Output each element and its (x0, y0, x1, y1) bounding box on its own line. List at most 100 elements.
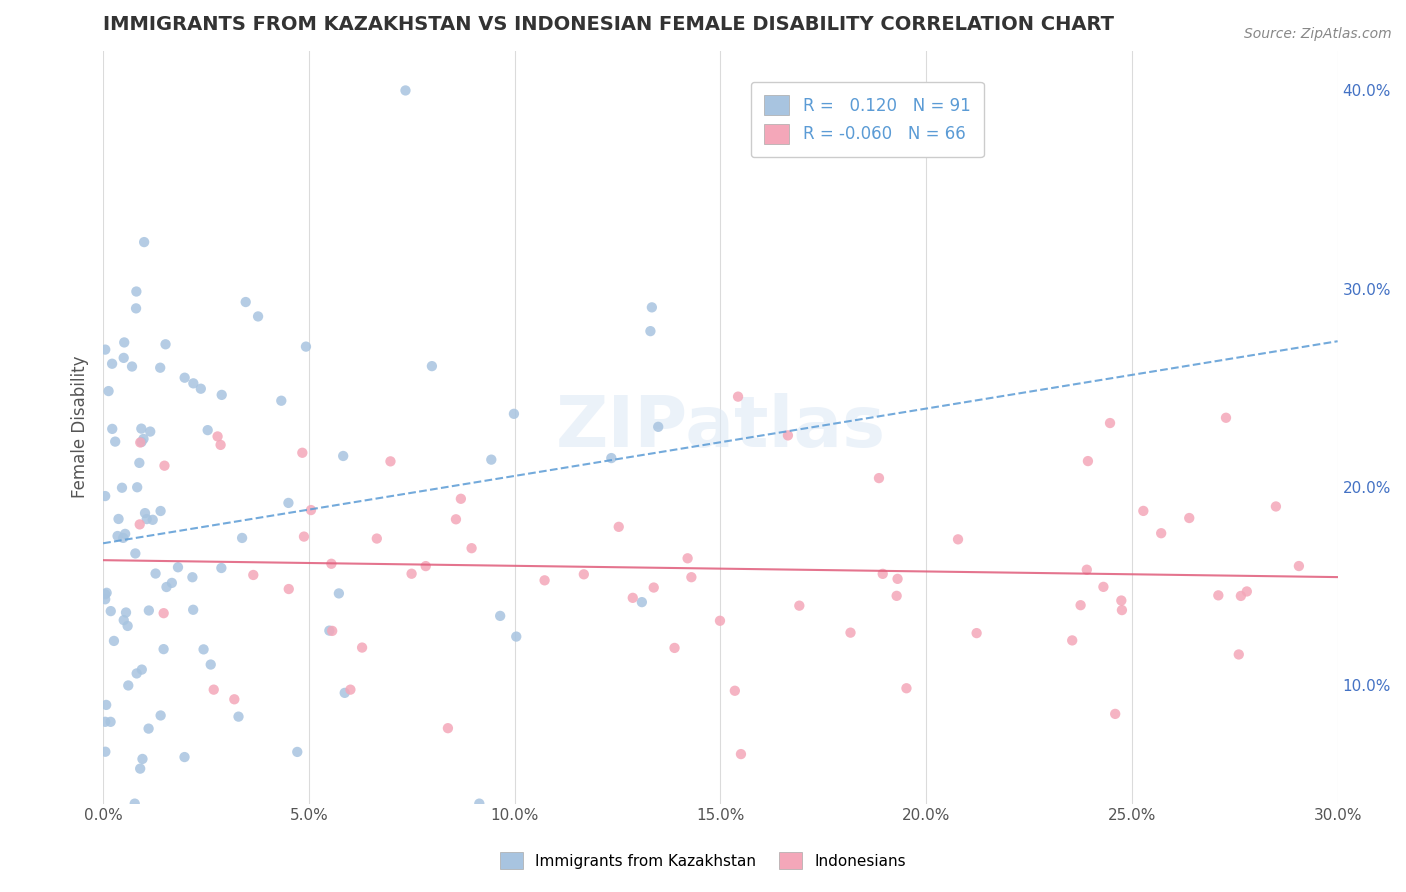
Point (138, 603, 160, 617)
Point (450, 491, 472, 506)
Point (1208, 588, 1230, 602)
Point (111, 481, 134, 495)
Point (437, 721, 460, 735)
Point (277, 582, 299, 596)
Point (333, 686, 356, 700)
Point (124, 546, 146, 560)
Point (202, 682, 225, 697)
Point (167, 560, 190, 574)
Point (332, 449, 354, 463)
Point (339, 682, 361, 697)
Point (183, 376, 205, 391)
Point (886, 589, 908, 603)
Point (401, 566, 423, 581)
Point (228, 709, 250, 723)
Point (197, 423, 219, 437)
Point (730, 747, 752, 761)
Point (112, 351, 135, 365)
Point (128, 517, 150, 532)
Point (117, 678, 139, 692)
Point (607, 520, 630, 534)
Point (886, 572, 908, 586)
Point (124, 797, 146, 811)
Point (94, 714, 117, 729)
Point (394, 83, 416, 97)
Point (868, 471, 890, 485)
Point (200, 657, 222, 672)
Point (503, 407, 526, 421)
Point (209, 561, 232, 575)
Point (872, 566, 894, 581)
Point (727, 390, 749, 404)
Point (173, 370, 195, 384)
Point (1092, 580, 1115, 594)
Point (152, 642, 174, 657)
Point (128, 456, 150, 470)
Point (328, 586, 350, 600)
Point (125, 301, 148, 316)
Point (291, 446, 314, 460)
Point (153, 458, 176, 473)
Point (420, 359, 443, 373)
Y-axis label: Female Disability: Female Disability (72, 356, 89, 499)
Point (789, 599, 811, 613)
Point (1150, 526, 1173, 541)
Point (1111, 603, 1133, 617)
Point (966, 626, 988, 640)
Point (776, 428, 799, 442)
Point (380, 454, 402, 468)
Point (641, 301, 664, 315)
Point (149, 360, 172, 375)
Point (125, 666, 148, 681)
Point (209, 438, 232, 452)
Point (664, 640, 686, 655)
Point (1264, 500, 1286, 514)
Point (647, 420, 669, 434)
Point (460, 541, 482, 556)
Point (224, 692, 246, 706)
Point (112, 531, 135, 545)
Point (115, 606, 138, 620)
Point (107, 512, 129, 526)
Point (709, 614, 731, 628)
Point (134, 506, 156, 520)
Point (121, 359, 143, 374)
Point (101, 422, 124, 436)
Point (96, 586, 118, 600)
Legend: Immigrants from Kazakhstan, Indonesians: Immigrants from Kazakhstan, Indonesians (494, 846, 912, 875)
Point (946, 533, 969, 547)
Point (896, 681, 918, 696)
Point (1111, 593, 1133, 607)
Point (134, 235, 156, 249)
Point (1132, 504, 1154, 518)
Point (207, 429, 229, 443)
Point (97, 384, 120, 398)
Point (1062, 633, 1084, 648)
Point (129, 435, 152, 450)
Point (1076, 563, 1098, 577)
Point (135, 512, 157, 526)
Point (94, 489, 117, 503)
Point (131, 434, 153, 449)
Point (1104, 706, 1126, 721)
Point (285, 745, 308, 759)
Point (242, 568, 264, 582)
Point (643, 581, 665, 595)
Point (131, 663, 153, 677)
Point (139, 425, 162, 439)
Point (839, 625, 862, 640)
Point (142, 513, 165, 527)
Point (94, 343, 117, 357)
Point (173, 750, 195, 764)
Point (621, 591, 644, 605)
Point (415, 559, 437, 574)
Point (352, 640, 374, 655)
Point (117, 619, 139, 633)
Point (101, 357, 124, 371)
Legend: R =   0.120   N = 91, R = -0.060   N = 66: R = 0.120 N = 91, R = -0.060 N = 66 (751, 82, 984, 157)
Point (321, 624, 343, 638)
Point (640, 324, 662, 338)
Point (295, 340, 318, 354)
Point (277, 496, 299, 510)
Point (190, 382, 212, 396)
